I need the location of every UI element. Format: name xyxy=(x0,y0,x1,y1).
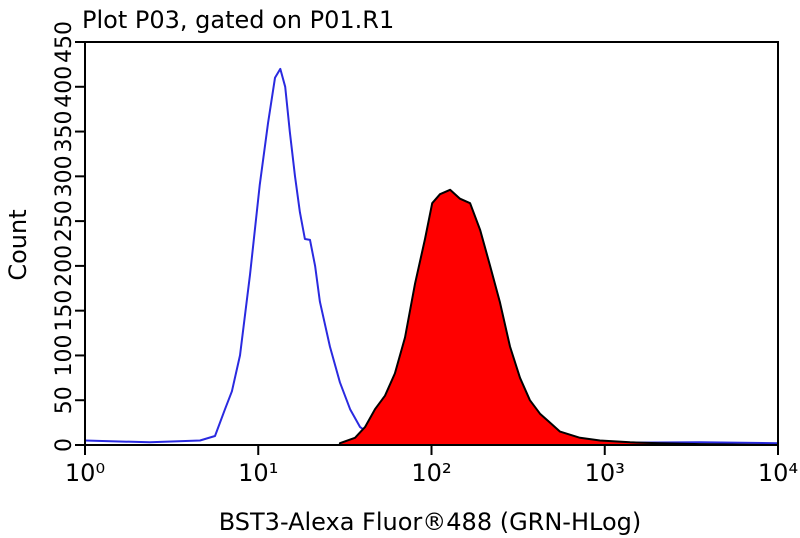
y-tick-label: 250 xyxy=(52,200,77,242)
y-tick-label: 200 xyxy=(52,245,77,287)
y-tick-label: 450 xyxy=(52,21,77,63)
x-tick-label: 10³ xyxy=(585,459,625,487)
y-tick-label: 350 xyxy=(52,111,77,153)
y-tick-label: 400 xyxy=(52,66,77,108)
y-tick-label: 300 xyxy=(52,155,77,197)
y-axis-label: Count xyxy=(4,209,32,280)
x-tick-label: 10² xyxy=(411,459,451,487)
histogram-area xyxy=(338,188,779,446)
y-tick-label: 50 xyxy=(52,386,77,414)
x-tick-label: 10¹ xyxy=(238,459,278,487)
x-tick-label: 10⁴ xyxy=(758,459,798,487)
x-tick-label: 10⁰ xyxy=(65,459,105,487)
chart-title: Plot P03, gated on P01.R1 xyxy=(82,6,394,34)
x-axis-label: BST3-Alexa Fluor®488 (GRN-HLog) xyxy=(219,508,642,536)
y-tick-label: 100 xyxy=(52,334,77,376)
y-tick-label: 150 xyxy=(52,290,77,332)
y-tick-label: 0 xyxy=(52,438,77,452)
